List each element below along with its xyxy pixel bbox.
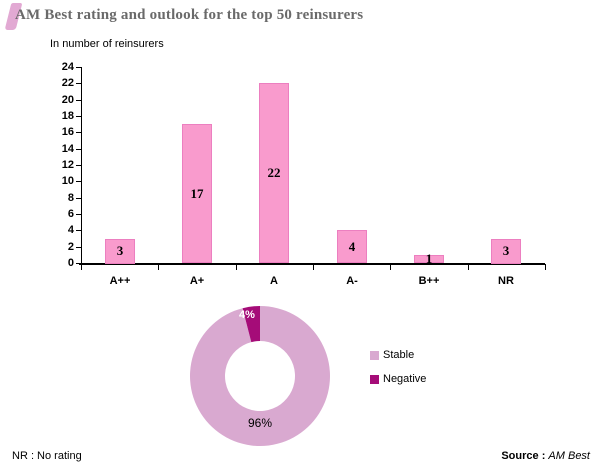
bar <box>259 83 289 263</box>
y-tick-mark <box>76 132 81 133</box>
legend-swatch-stable <box>370 350 379 360</box>
category-label: A- <box>346 275 358 287</box>
category-label: A++ <box>109 275 131 287</box>
y-tick-label: 6 <box>67 208 74 220</box>
bar <box>337 230 367 263</box>
legend-label: Stable <box>383 349 415 361</box>
y-tick-mark <box>76 116 81 117</box>
source-label: Source : <box>501 450 546 462</box>
bar-value-label: 1 <box>425 251 433 266</box>
x-tick-mark <box>545 264 546 270</box>
x-tick-mark <box>313 264 314 270</box>
legend-item-negative: Negative <box>370 373 426 385</box>
y-tick-label: 16 <box>61 126 74 138</box>
x-tick-mark <box>390 264 391 270</box>
y-tick-label: 10 <box>61 175 74 187</box>
y-tick-mark <box>76 83 81 84</box>
y-tick-label: 0 <box>67 257 74 269</box>
source-value: AM Best <box>548 450 590 462</box>
footnote: NR : No rating <box>12 450 82 462</box>
x-axis-line <box>79 263 545 265</box>
x-tick-mark <box>158 264 159 270</box>
y-tick-label: 22 <box>61 77 74 89</box>
y-tick-mark <box>76 165 81 166</box>
y-tick-mark <box>76 214 81 215</box>
y-tick-label: 18 <box>61 110 74 122</box>
donut-negative-percent-label: 4% <box>239 309 255 321</box>
legend-item-stable: Stable <box>370 349 426 361</box>
y-tick-mark <box>76 198 81 199</box>
bar <box>105 239 135 264</box>
y-tick-label: 20 <box>61 94 74 106</box>
y-tick-label: 8 <box>67 192 74 204</box>
category-label: A <box>270 275 278 287</box>
donut-chart <box>190 306 331 446</box>
bar <box>182 124 212 263</box>
y-tick-label: 4 <box>67 224 74 236</box>
y-tick-label: 2 <box>67 241 74 253</box>
bar-value-label: 4 <box>348 239 356 254</box>
category-label: B++ <box>418 275 440 287</box>
bar-chart-unit-label: In number of reinsurers <box>50 38 164 50</box>
y-tick-mark <box>76 181 81 182</box>
category-label: NR <box>498 275 514 287</box>
y-tick-label: 24 <box>61 61 74 73</box>
y-tick-mark <box>76 100 81 101</box>
y-tick-label: 14 <box>61 143 74 155</box>
bar-value-label: 22 <box>267 165 281 180</box>
legend-swatch-negative <box>370 374 379 384</box>
y-axis-line <box>81 67 82 265</box>
y-tick-label: 12 <box>61 159 74 171</box>
category-label: A+ <box>189 275 205 287</box>
y-tick-mark <box>76 149 81 150</box>
x-tick-mark <box>81 264 82 270</box>
legend-label: Negative <box>383 373 427 385</box>
source-note: Source : AM Best <box>501 450 590 462</box>
y-tick-mark <box>76 247 81 248</box>
x-tick-mark <box>468 264 469 270</box>
bar <box>414 255 444 263</box>
page-title: AM Best rating and outlook for the top 5… <box>15 7 364 23</box>
bar-value-label: 3 <box>502 243 510 258</box>
legend: Stable Negative <box>370 349 426 397</box>
y-tick-mark <box>76 263 81 264</box>
bar <box>491 239 521 264</box>
bar-value-label: 17 <box>190 186 204 201</box>
donut-slice-stable <box>190 306 331 446</box>
x-tick-mark <box>236 264 237 270</box>
donut-stable-percent-label: 96% <box>247 416 273 430</box>
donut-slice-negative <box>242 306 260 343</box>
y-tick-mark <box>76 67 81 68</box>
bar-value-label: 3 <box>116 243 124 258</box>
y-tick-mark <box>76 230 81 231</box>
